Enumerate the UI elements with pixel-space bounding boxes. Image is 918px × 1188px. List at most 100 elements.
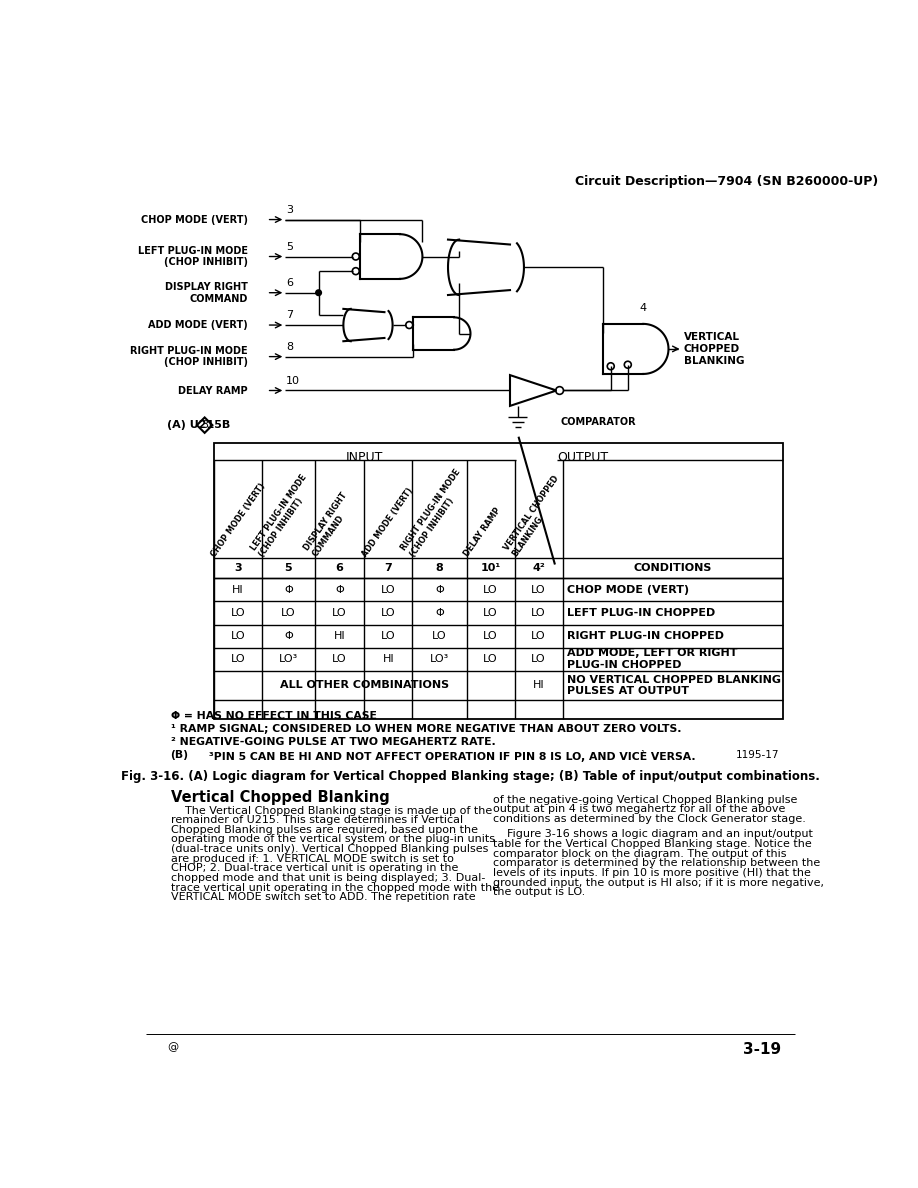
Text: LO: LO	[432, 631, 447, 642]
Text: 8: 8	[286, 342, 293, 352]
Text: LO: LO	[381, 631, 396, 642]
Text: Φ: Φ	[284, 584, 293, 595]
Text: LO: LO	[483, 655, 498, 664]
Text: RIGHT PLUG-IN MODE
(CHOP INHIBIT): RIGHT PLUG-IN MODE (CHOP INHIBIT)	[130, 346, 248, 367]
Text: 5: 5	[286, 242, 293, 252]
Text: LO³: LO³	[279, 655, 298, 664]
Text: 10¹: 10¹	[480, 563, 500, 574]
Text: Chopped Blanking pulses are required, based upon the: Chopped Blanking pulses are required, ba…	[171, 824, 477, 835]
Text: LO: LO	[230, 631, 245, 642]
Text: LO: LO	[230, 655, 245, 664]
Text: LO: LO	[483, 631, 498, 642]
Text: LO: LO	[532, 631, 546, 642]
Text: 6: 6	[336, 563, 343, 574]
Text: Fig. 3-16. (A) Logic diagram for Vertical Chopped Blanking stage; (B) Table of i: Fig. 3-16. (A) Logic diagram for Vertica…	[121, 770, 820, 783]
Text: 4: 4	[640, 303, 646, 314]
Text: CHOP MODE (VERT): CHOP MODE (VERT)	[567, 584, 689, 595]
Text: RIGHT PLUG-IN MODE
(CHOP INHIBIT): RIGHT PLUG-IN MODE (CHOP INHIBIT)	[399, 468, 471, 558]
Text: LO: LO	[332, 608, 347, 618]
Text: COMPARATOR: COMPARATOR	[560, 417, 636, 428]
Text: VERTICAL CHOPPED
BLANKING: VERTICAL CHOPPED BLANKING	[502, 474, 569, 558]
Text: LO: LO	[483, 608, 498, 618]
Text: are produced if: 1. VERTICAL MODE switch is set to: are produced if: 1. VERTICAL MODE switch…	[171, 854, 453, 864]
Text: HI: HI	[232, 584, 244, 595]
Text: DELAY RAMP: DELAY RAMP	[178, 385, 248, 396]
Text: operating mode of the vertical system or the plug-in units: operating mode of the vertical system or…	[171, 834, 495, 845]
Text: comparator block on the diagram. The output of this: comparator block on the diagram. The out…	[493, 848, 787, 859]
Text: ADD MODE (VERT): ADD MODE (VERT)	[149, 320, 248, 330]
Text: @: @	[167, 1042, 179, 1051]
Text: of the negative-going Vertical Chopped Blanking pulse: of the negative-going Vertical Chopped B…	[493, 795, 798, 804]
Text: LEFT PLUG-IN CHOPPED: LEFT PLUG-IN CHOPPED	[567, 608, 716, 618]
Text: CHOP MODE (VERT): CHOP MODE (VERT)	[141, 215, 248, 225]
Text: HI: HI	[333, 631, 345, 642]
Text: HI: HI	[532, 681, 544, 690]
Text: LO: LO	[381, 584, 396, 595]
Text: LO: LO	[532, 608, 546, 618]
Text: trace vertical unit operating in the chopped mode with the: trace vertical unit operating in the cho…	[171, 883, 498, 892]
Text: LO: LO	[230, 608, 245, 618]
Text: LO³: LO³	[430, 655, 449, 664]
Text: 7: 7	[385, 563, 392, 574]
Text: RIGHT PLUG-IN CHOPPED: RIGHT PLUG-IN CHOPPED	[567, 631, 724, 642]
Text: ADD MODE, LEFT OR RIGHT
PLUG-IN CHOPPED: ADD MODE, LEFT OR RIGHT PLUG-IN CHOPPED	[567, 649, 738, 670]
Text: LO: LO	[381, 608, 396, 618]
Text: LO: LO	[281, 608, 296, 618]
Text: chopped mode and that unit is being displayed; 3. Dual-: chopped mode and that unit is being disp…	[171, 873, 485, 883]
Text: Vertical Chopped Blanking: Vertical Chopped Blanking	[171, 790, 389, 805]
Text: Φ: Φ	[284, 631, 293, 642]
Text: (B): (B)	[171, 750, 188, 760]
Text: The Vertical Chopped Blanking stage is made up of the: The Vertical Chopped Blanking stage is m…	[171, 805, 492, 815]
Text: output at pin 4 is two megahertz for all of the above: output at pin 4 is two megahertz for all…	[493, 804, 785, 815]
Text: LO: LO	[532, 655, 546, 664]
Text: DISPLAY RIGHT
COMMAND: DISPLAY RIGHT COMMAND	[302, 491, 357, 558]
Text: VERTICAL MODE switch set to ADD. The repetition rate: VERTICAL MODE switch set to ADD. The rep…	[171, 892, 476, 902]
Text: LO: LO	[532, 584, 546, 595]
Text: INPUT: INPUT	[345, 450, 383, 463]
Text: ³PIN 5 CAN BE HI AND NOT AFFECT OPERATION IF PIN 8 IS LO, AND VICÈ VERSA.: ³PIN 5 CAN BE HI AND NOT AFFECT OPERATIO…	[209, 750, 696, 762]
Text: Φ: Φ	[335, 584, 344, 595]
Text: DISPLAY RIGHT
COMMAND: DISPLAY RIGHT COMMAND	[165, 282, 248, 303]
Text: CHOP MODE (VERT): CHOP MODE (VERT)	[209, 481, 267, 558]
Text: Figure 3-16 shows a logic diagram and an input/output: Figure 3-16 shows a logic diagram and an…	[493, 829, 812, 840]
Text: CONDITIONS: CONDITIONS	[633, 563, 712, 574]
Circle shape	[316, 290, 321, 296]
Text: 3-19: 3-19	[744, 1042, 781, 1057]
Text: 3: 3	[201, 421, 208, 430]
Text: ALL OTHER COMBINATIONS: ALL OTHER COMBINATIONS	[280, 681, 449, 690]
Text: 3: 3	[286, 206, 293, 215]
Text: 8: 8	[436, 563, 443, 574]
Text: HI: HI	[383, 655, 394, 664]
Text: NO VERTICAL CHOPPED BLANKING
PULSES AT OUTPUT: NO VERTICAL CHOPPED BLANKING PULSES AT O…	[567, 675, 781, 696]
Text: LO: LO	[483, 584, 498, 595]
Text: OUTPUT: OUTPUT	[557, 450, 609, 463]
Text: (A) U215B: (A) U215B	[167, 419, 230, 430]
Text: 4²: 4²	[532, 563, 545, 574]
Text: Circuit Description—7904 (SN B260000-UP): Circuit Description—7904 (SN B260000-UP)	[575, 175, 879, 188]
Bar	[214, 443, 783, 719]
Text: remainder of U215. This stage determines if Vertical: remainder of U215. This stage determines…	[171, 815, 463, 826]
Text: the output is LO.: the output is LO.	[493, 887, 585, 897]
Text: VERTICAL
CHOPPED
BLANKING: VERTICAL CHOPPED BLANKING	[684, 333, 744, 366]
Text: LEFT PLUG-IN MODE
(CHOP INHIBIT): LEFT PLUG-IN MODE (CHOP INHIBIT)	[249, 473, 317, 558]
Text: ADD MODE (VERT): ADD MODE (VERT)	[360, 486, 415, 558]
Text: 7: 7	[286, 310, 293, 321]
Text: ¹ RAMP SIGNAL; CONSIDERED LO WHEN MORE NEGATIVE THAN ABOUT ZERO VOLTS.: ¹ RAMP SIGNAL; CONSIDERED LO WHEN MORE N…	[171, 723, 681, 734]
Text: table for the Vertical Chopped Blanking stage. Notice the: table for the Vertical Chopped Blanking …	[493, 839, 812, 849]
Text: comparator is determined by the relationship between the: comparator is determined by the relation…	[493, 858, 820, 868]
Text: 1195-17: 1195-17	[736, 750, 779, 760]
Text: LEFT PLUG-IN MODE
(CHOP INHIBIT): LEFT PLUG-IN MODE (CHOP INHIBIT)	[138, 246, 248, 267]
Text: Φ = HAS NO EFFECT IN THIS CASE: Φ = HAS NO EFFECT IN THIS CASE	[171, 710, 376, 721]
Text: Φ: Φ	[435, 608, 443, 618]
Text: LO: LO	[332, 655, 347, 664]
Text: 10: 10	[286, 375, 300, 386]
Text: Φ: Φ	[435, 584, 443, 595]
Text: DELAY RAMP: DELAY RAMP	[463, 506, 503, 558]
Text: levels of its inputs. If pin 10 is more positive (HI) that the: levels of its inputs. If pin 10 is more …	[493, 868, 811, 878]
Text: conditions as determined by the Clock Generator stage.: conditions as determined by the Clock Ge…	[493, 814, 806, 824]
Text: grounded input, the output is HI also; if it is more negative,: grounded input, the output is HI also; i…	[493, 878, 824, 887]
Text: 3: 3	[234, 563, 241, 574]
Text: 5: 5	[285, 563, 292, 574]
Text: ² NEGATIVE-GOING PULSE AT TWO MEGAHERTZ RATE.: ² NEGATIVE-GOING PULSE AT TWO MEGAHERTZ …	[171, 737, 496, 747]
Text: (dual-trace units only). Vertical Chopped Blanking pulses: (dual-trace units only). Vertical Choppe…	[171, 843, 488, 854]
